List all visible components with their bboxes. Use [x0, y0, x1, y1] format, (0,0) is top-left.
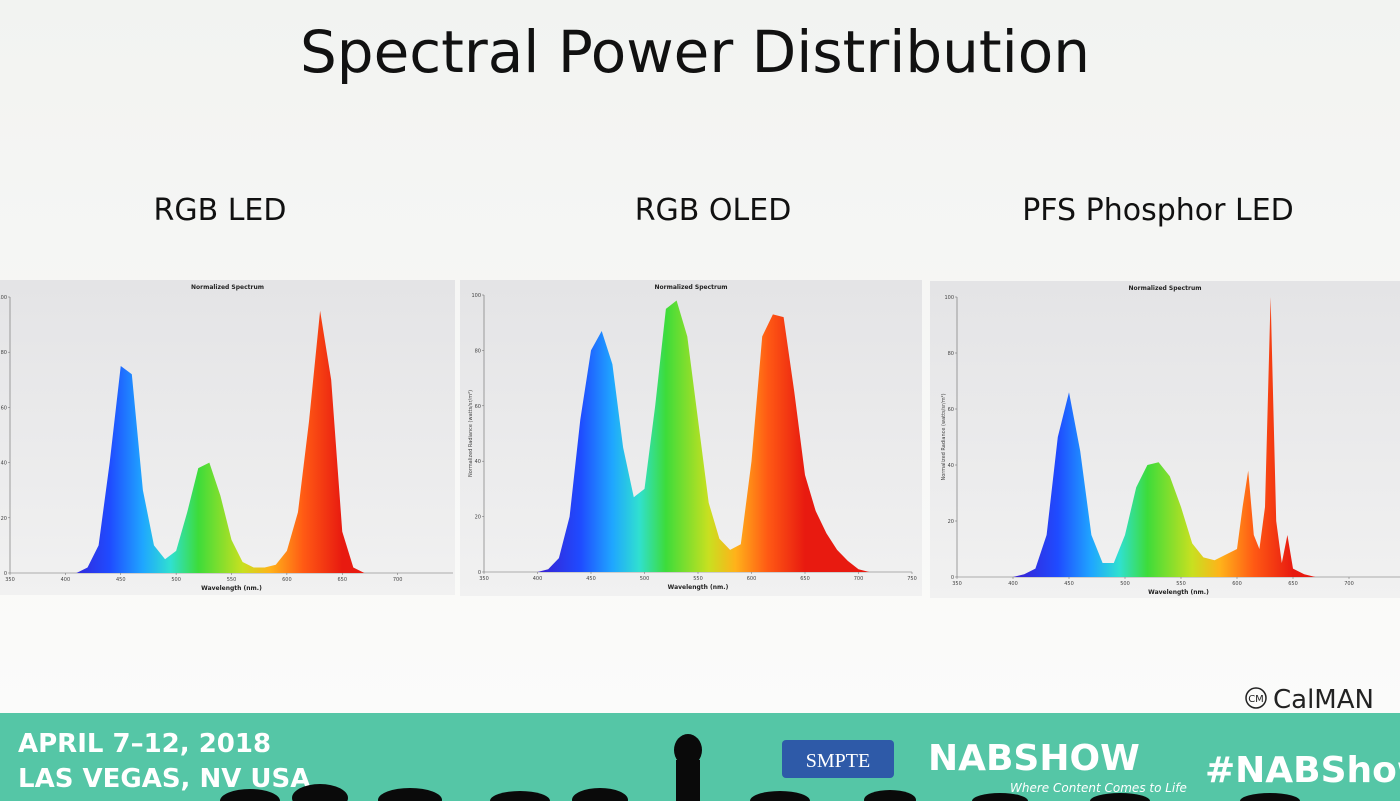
y-tick-label: 40 — [1, 461, 7, 467]
nab-logo: NABSHOW — [928, 738, 1140, 779]
x-axis-label: Wavelength (nm.) — [668, 584, 729, 591]
y-tick-label: 60 — [1, 405, 7, 411]
chart: PFS Phosphor LED Normalized Spectrum Wavel… — [930, 193, 1400, 598]
chart-heading: RGB OLED — [635, 193, 792, 228]
x-tick-label: 750 — [907, 576, 917, 582]
y-tick-label: 20 — [1, 516, 7, 522]
y-tick-label: 100 — [944, 295, 954, 301]
y-tick-label: 100 — [0, 295, 7, 301]
y-axis-label: Normalized Radiance (watts/sr/m²) — [468, 390, 474, 477]
x-tick-label: 350 — [479, 576, 489, 582]
smpte: SMPTE — [806, 750, 870, 772]
x-tick-label: 400 — [1008, 581, 1018, 587]
x-tick-label: 600 — [1232, 581, 1242, 587]
audience-silhouettes — [220, 734, 1300, 801]
y-tick-label: 80 — [1, 350, 7, 356]
slide-title: Spectral Power Distribution — [300, 18, 1090, 86]
x-tick-label: 450 — [586, 576, 596, 582]
x-tick-label: 550 — [227, 577, 237, 583]
x-tick-label: 600 — [282, 577, 292, 583]
y-tick-label: 20 — [948, 519, 954, 525]
x-tick-label: 600 — [747, 576, 757, 582]
x-tick-label: 550 — [693, 576, 703, 582]
x-axis-label: Wavelength (nm.) — [201, 585, 262, 592]
logo: CalMAN — [1273, 685, 1374, 715]
chart-heading: RGB LED — [154, 193, 287, 228]
y-tick-label: 0 — [478, 570, 481, 576]
y-tick-label: 80 — [948, 351, 954, 357]
x-tick-label: 500 — [640, 576, 650, 582]
chart: RGB LED Normalized Spectrum Wavelength (nm… — [0, 193, 455, 595]
y-tick-label: 0 — [951, 575, 954, 581]
nab-tagline: Where Content Comes to Life — [1010, 781, 1187, 795]
chart-title: Normalized Spectrum — [191, 284, 264, 291]
x-tick-label: 700 — [393, 577, 403, 583]
y-axis-label: Normalized Radiance (watts/sr/m²) — [941, 393, 947, 480]
y-tick-label: 80 — [475, 348, 481, 354]
chart-title: Normalized Spectrum — [654, 284, 727, 291]
x-tick-label: 650 — [800, 576, 810, 582]
logo-circle — [1245, 687, 1267, 709]
y-tick-label: 20 — [475, 515, 481, 521]
x-tick-label: 350 — [952, 581, 962, 587]
x-tick-label: 500 — [171, 577, 181, 583]
spectrum-area — [537, 300, 870, 572]
y-tick-label: 60 — [475, 404, 481, 410]
banner-dates: APRIL 7–12, 2018 — [18, 729, 271, 759]
x-tick-label: 450 — [1064, 581, 1074, 587]
chart: RGB OLED Normalized Spectrum Wavelength (n… — [460, 193, 922, 596]
x-tick-label: 650 — [337, 577, 347, 583]
spectrum-area — [43, 310, 398, 573]
y-tick-label: 40 — [948, 463, 954, 469]
x-tick-label: 400 — [533, 576, 543, 582]
spectrum-area — [1013, 297, 1349, 577]
x-tick-label: 700 — [1344, 581, 1354, 587]
x-tick-label: 500 — [1120, 581, 1130, 587]
x-tick-label: 550 — [1176, 581, 1186, 587]
y-tick-label: 60 — [948, 407, 954, 413]
chart-heading: PFS Phosphor LED — [1022, 193, 1294, 228]
chart-title: Normalized Spectrum — [1128, 285, 1201, 292]
smpte-badge — [782, 740, 894, 778]
x-axis-label: Wavelength (nm.) — [1148, 589, 1209, 596]
x-tick-label: 400 — [61, 577, 71, 583]
y-tick-label: 100 — [471, 293, 481, 299]
logo-mark: CM — [1248, 694, 1264, 705]
y-tick-label: 40 — [475, 459, 481, 465]
x-tick-label: 450 — [116, 577, 126, 583]
hashtag: #NABShow — [1205, 750, 1400, 791]
banner-place: LAS VEGAS, NV USA — [18, 764, 310, 794]
x-tick-label: 350 — [5, 577, 15, 583]
x-tick-label: 650 — [1288, 581, 1298, 587]
x-tick-label: 700 — [854, 576, 864, 582]
y-tick-label: 0 — [4, 571, 7, 577]
